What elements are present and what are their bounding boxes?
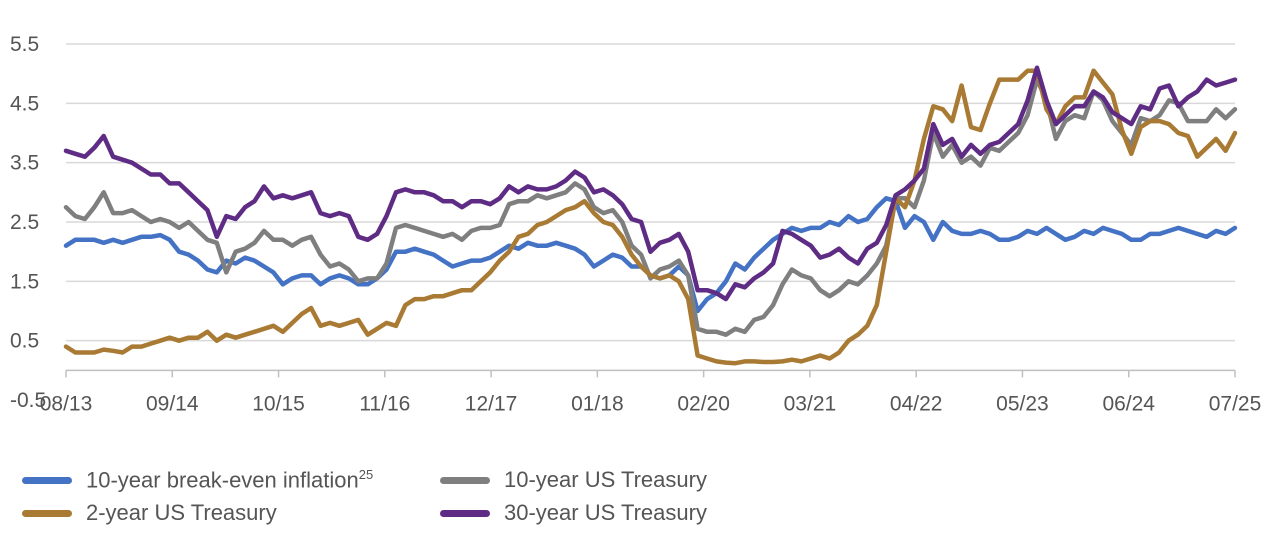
x-tick-label: 06/24 (1102, 392, 1155, 415)
legend-swatch-10y-treasury (440, 476, 490, 484)
legend-item-breakeven: 10-year break-even inflation25 (22, 464, 373, 496)
y-tick-label: 2.5 (10, 211, 39, 234)
series-lines (63, 65, 1238, 366)
x-tick-label: 02/20 (677, 392, 730, 415)
x-tick-label: 11/16 (359, 392, 410, 415)
legend-swatch-breakeven (22, 476, 72, 484)
x-tick-label: 08/13 (40, 392, 93, 415)
line-chart: 5.5 4.5 3.5 2.5 1.5 0.5 -0.5 08/13 09/14 10/15 11… (10, 33, 1262, 415)
legend-swatch-30y-treasury (440, 509, 490, 517)
legend-label-breakeven: 10-year break-even inflation25 (86, 466, 374, 493)
legend-label-10y-treasury: 10-year US Treasury (504, 467, 707, 492)
y-tick-label: -0.5 (10, 389, 46, 412)
legend-item-10y-treasury: 10-year US Treasury (440, 464, 707, 496)
legend-label-2y-treasury: 2-year US Treasury (86, 500, 277, 525)
x-tick-label: 04/22 (890, 392, 943, 415)
x-tick-label: 12/17 (465, 392, 518, 415)
x-axis: 08/13 09/14 10/15 11/16 12/17 01/18 02/20 03/21… (40, 369, 1262, 415)
y-tick-label: 1.5 (10, 270, 39, 293)
y-axis-tick-labels: 5.5 4.5 3.5 2.5 1.5 0.5 -0.5 (10, 33, 46, 412)
x-tick-label: 03/21 (784, 392, 837, 415)
x-tick-label: 05/23 (996, 392, 1049, 415)
y-tick-label: 4.5 (10, 92, 39, 115)
series-line-3 (63, 65, 1238, 302)
legend-item-30y-treasury: 30-year US Treasury (440, 497, 707, 529)
x-tick-label: 09/14 (146, 392, 199, 415)
x-tick-label: 07/25 (1209, 392, 1262, 415)
legend: 10-year break-even inflation25 10-year U… (22, 462, 782, 542)
y-tick-label: 0.5 (10, 330, 39, 353)
legend-label-30y-treasury: 30-year US Treasury (504, 500, 707, 525)
x-tick-label: 10/15 (252, 392, 305, 415)
y-tick-label: 5.5 (10, 33, 39, 56)
legend-footnote: 25 (358, 466, 374, 482)
legend-item-2y-treasury: 2-year US Treasury (22, 497, 277, 529)
series-line-2 (63, 68, 1238, 366)
x-tick-label: 01/18 (571, 392, 624, 415)
y-tick-label: 3.5 (10, 152, 39, 175)
legend-swatch-2y-treasury (22, 509, 72, 517)
gridlines (66, 43, 1235, 342)
